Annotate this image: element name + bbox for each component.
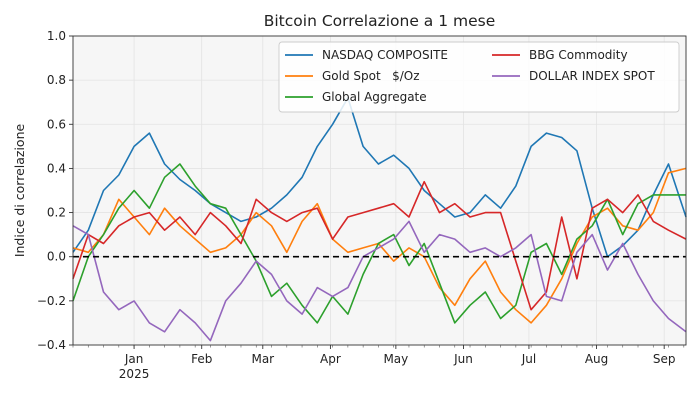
x-tick-label: Feb — [191, 352, 212, 366]
plot-frame — [72, 35, 687, 346]
x-tick-label: May — [383, 352, 408, 366]
x-tick-label: Aug — [585, 352, 608, 366]
y-tick-label: 1.0 — [47, 29, 66, 43]
chart-title: Bitcoin Correlazione a 1 mese — [264, 12, 496, 30]
y-tick-label: 0.2 — [47, 206, 66, 220]
x-tick-label: Jan — [124, 352, 144, 366]
x-tick-label: Apr — [320, 352, 341, 366]
legend-box — [278, 41, 680, 113]
legend: NASDAQ COMPOSITE Gold Spot $/Oz Global Agg… — [278, 41, 680, 113]
legend-label: NASDAQ COMPOSITE — [322, 48, 448, 62]
legend-label: Global Aggregate — [322, 90, 427, 104]
x-tick-label: Jul — [521, 352, 536, 366]
y-tick-label: 0.6 — [47, 117, 66, 131]
x-tick-label: Sep — [653, 352, 676, 366]
x-tick-sublabel: 2025 — [119, 367, 150, 381]
series-line-bbg-commodity — [72, 180, 687, 311]
y-tick-label: 0.0 — [47, 250, 66, 264]
y-axis: −0.4 −0.2 0.0 0.2 0.4 0.6 0.8 1.0 — [37, 29, 73, 352]
legend-label: BBG Commodity — [529, 48, 628, 62]
series-layer — [72, 97, 687, 342]
y-tick-label: 0.8 — [47, 73, 66, 87]
series-line-nasdaq-composite — [72, 97, 687, 258]
x-tick-label: Jun — [453, 352, 473, 366]
y-tick-label: −0.2 — [37, 294, 66, 308]
y-axis-title: Indice di correlazione — [12, 124, 27, 258]
legend-label: Gold Spot $/Oz — [322, 69, 420, 83]
y-tick-label: 0.4 — [47, 161, 66, 175]
series-line-global-aggregate — [72, 163, 686, 324]
y-tick-label: −0.4 — [37, 338, 66, 352]
legend-label: DOLLAR INDEX SPOT — [529, 69, 655, 83]
series-line-dollar-index-spot — [72, 220, 687, 342]
x-tick-label: Mar — [251, 352, 274, 366]
